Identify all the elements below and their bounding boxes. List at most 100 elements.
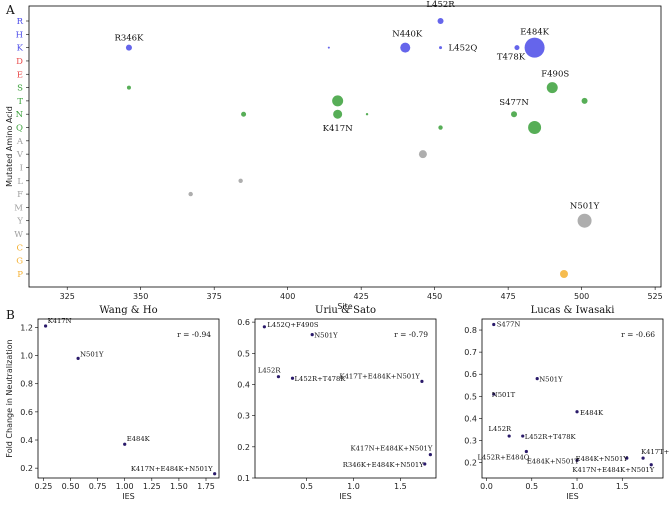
- data-point: [524, 449, 528, 454]
- point-label: T478K: [497, 53, 526, 63]
- data-point: [420, 379, 424, 383]
- plot-area-frame: [254, 318, 437, 479]
- x-tick-label: 375: [207, 292, 222, 301]
- y-tick-label: 0.2: [464, 459, 477, 468]
- data-point: [528, 121, 542, 135]
- panel-title: Uriu & Sato: [315, 305, 376, 316]
- data-point: [439, 46, 443, 50]
- y-tick-label: 0.4: [20, 436, 33, 445]
- point-label: S477N: [497, 321, 521, 329]
- x-tick-label: 0.50: [62, 482, 80, 491]
- data-point: [438, 125, 443, 130]
- y-tick-label: 0.6: [464, 370, 477, 379]
- y-tick-label: V: [16, 150, 24, 160]
- data-point: [290, 376, 295, 380]
- x-tick-label: 350: [133, 292, 148, 301]
- y-tick-label: D: [16, 57, 23, 67]
- y-tick-label: K: [17, 44, 24, 54]
- point-label: E484K+N501Y: [576, 455, 629, 463]
- data-point: [125, 44, 132, 51]
- y-tick-label: H: [16, 30, 23, 40]
- y-tick-label: N: [16, 110, 24, 120]
- point-label: L452R: [426, 0, 455, 10]
- y-axis-label: Mutated Amino Acid: [5, 106, 14, 187]
- point-label: L452R+T478K: [525, 433, 577, 441]
- x-tick-label: 400: [280, 292, 295, 301]
- y-tick-label: G: [16, 257, 23, 267]
- point-label: L452R: [258, 367, 281, 375]
- data-point: [310, 332, 314, 337]
- x-tick-label: 450: [427, 292, 442, 301]
- y-tick-label: 0.2: [20, 464, 33, 473]
- point-label: E484K: [127, 435, 151, 443]
- data-point: [333, 109, 343, 119]
- y-tick-label: 1.2: [20, 323, 33, 332]
- data-point: [581, 97, 588, 104]
- y-tick-label: 0.1: [237, 474, 250, 483]
- y-tick-label: T: [17, 97, 23, 107]
- panel-label-a: A: [5, 3, 15, 17]
- correlation-label: r = -0.66: [621, 330, 655, 339]
- data-point: [521, 434, 525, 438]
- point-label: F490S: [541, 70, 569, 80]
- point-label: N501T: [492, 391, 516, 399]
- y-tick-label: E: [17, 70, 23, 80]
- data-point: [43, 324, 48, 328]
- point-label: L452Q+F490S: [267, 321, 318, 329]
- x-tick-label: 0.25: [35, 482, 53, 491]
- data-point: [492, 322, 496, 327]
- y-tick-label: Y: [16, 217, 23, 227]
- y-tick-label: 0.7: [464, 348, 477, 357]
- data-point: [625, 456, 629, 460]
- data-point: [241, 111, 247, 117]
- x-tick-label: 0.75: [89, 482, 107, 491]
- data-point: [511, 111, 518, 118]
- y-tick-label: 0.3: [237, 412, 250, 421]
- point-label: N440K: [392, 30, 423, 40]
- y-tick-label: W: [14, 230, 23, 240]
- y-axis-label: Fold Change in Neutralization: [5, 339, 14, 457]
- x-axis-label: IES: [566, 492, 579, 501]
- data-point: [418, 150, 427, 159]
- y-tick-label: I: [20, 163, 23, 173]
- point-label: E484K+N501T: [527, 457, 580, 465]
- data-point: [327, 46, 330, 49]
- data-point: [332, 95, 344, 107]
- point-label: N501Y: [314, 332, 338, 340]
- x-tick-label: 0.5: [300, 482, 313, 491]
- data-point: [492, 392, 496, 396]
- data-point: [535, 377, 539, 381]
- data-point: [400, 42, 411, 53]
- data-point: [524, 37, 545, 58]
- point-label: K417N: [48, 317, 72, 325]
- plot-area-frame: [37, 318, 220, 479]
- y-tick-label: L: [17, 177, 23, 187]
- point-label: R346K: [114, 34, 144, 44]
- x-tick-label: 1.25: [143, 482, 161, 491]
- point-label: E484K: [520, 28, 549, 38]
- y-tick-label: R: [17, 17, 24, 27]
- x-tick-label: 475: [501, 292, 516, 301]
- correlation-label: r = -0.79: [394, 330, 428, 339]
- data-point: [276, 375, 281, 379]
- point-label: K417T+E484K+N501Y: [340, 372, 421, 380]
- x-tick-label: 425: [354, 292, 369, 301]
- x-tick-label: 0.5: [525, 482, 538, 491]
- y-tick-label: S: [17, 84, 23, 94]
- y-tick-label: 0.6: [20, 408, 33, 417]
- y-tick-label: M: [14, 203, 23, 213]
- point-label: L452R: [489, 425, 512, 433]
- x-tick-label: 1.75: [197, 482, 215, 491]
- point-label: N501Y: [80, 350, 104, 358]
- plot-area-frame: [28, 5, 662, 288]
- y-tick-label: A: [16, 137, 24, 147]
- data-point: [641, 456, 645, 460]
- data-point: [262, 325, 266, 329]
- x-tick-label: 0.0: [480, 482, 493, 491]
- panel-title: Wang & Ho: [99, 305, 157, 316]
- panel-title: Lucas & Iwasaki: [531, 305, 615, 316]
- data-point: [76, 356, 80, 360]
- point-label: K417N+E484K+N501Y: [131, 465, 213, 473]
- data-point: [428, 453, 432, 457]
